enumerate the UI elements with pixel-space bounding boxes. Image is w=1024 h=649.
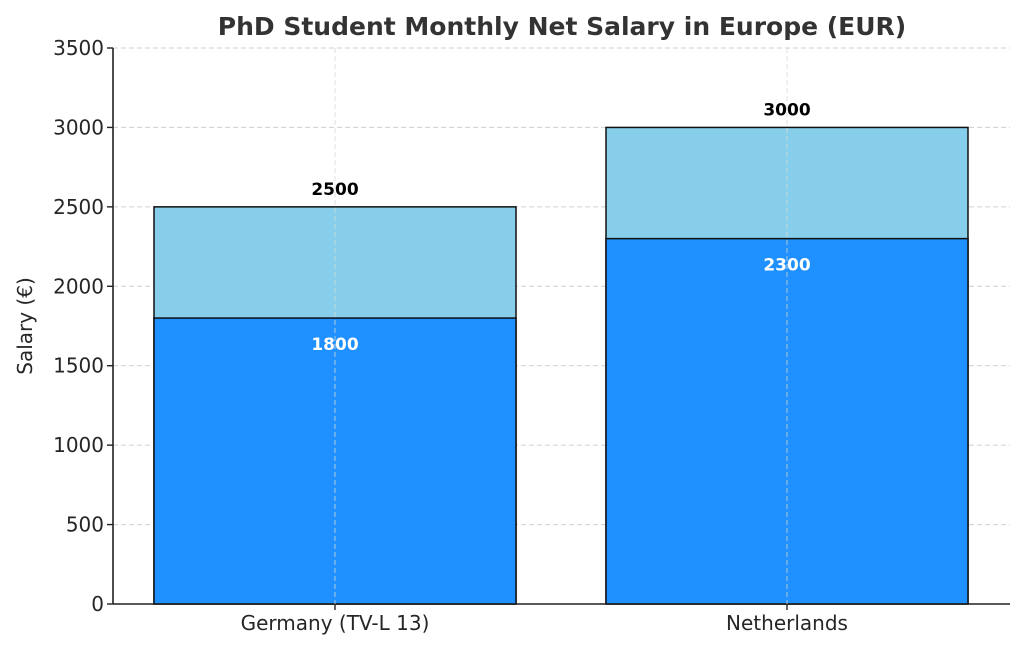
y-tick-label: 0 bbox=[91, 592, 104, 616]
y-tick-label: 1500 bbox=[53, 354, 104, 378]
y-tick-label: 2500 bbox=[53, 195, 104, 219]
bars bbox=[153, 126, 969, 605]
chart-title: PhD Student Monthly Net Salary in Europe… bbox=[218, 12, 906, 41]
x-tick-label: Netherlands bbox=[726, 611, 848, 635]
data-label-upper: 3000 bbox=[763, 100, 810, 120]
y-axis-label: Salary (€) bbox=[13, 277, 37, 375]
y-tick-label: 2000 bbox=[53, 274, 104, 298]
y-tick-label: 3000 bbox=[53, 115, 104, 139]
x-tick-label: Germany (TV-L 13) bbox=[241, 611, 430, 635]
axes: 0 500 1000 1500 2000 2500 3000 3500 Germany (TV-… bbox=[53, 36, 1010, 635]
y-tick-label: 1000 bbox=[53, 433, 104, 457]
y-tick-label: 3500 bbox=[53, 36, 104, 60]
data-label-upper: 2500 bbox=[311, 180, 358, 200]
bar-lower bbox=[605, 237, 969, 605]
y-tick-label: 500 bbox=[66, 513, 104, 537]
